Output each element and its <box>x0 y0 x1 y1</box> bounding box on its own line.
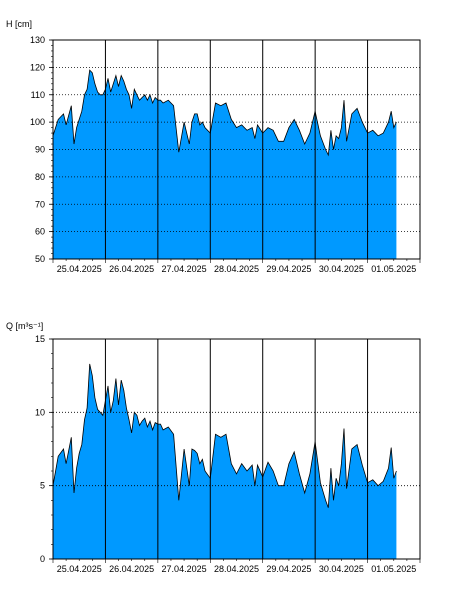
x-tick-label: 29.04.2025 <box>266 564 311 574</box>
y-tick-label: 70 <box>35 199 45 209</box>
y-axis-title: H [cm] <box>6 19 32 29</box>
y-tick-label: 60 <box>35 227 45 237</box>
x-tick-label: 01.05.2025 <box>371 564 416 574</box>
x-tick-label: 01.05.2025 <box>371 264 416 274</box>
y-tick-label: 50 <box>35 254 45 264</box>
plot-frame <box>52 338 421 560</box>
discharge-chart: Q [m³s⁻¹] 0 5 10 15 25.04.2025 26.04.2025 27.0… <box>6 321 421 574</box>
y-tick-label: 120 <box>30 62 45 72</box>
y-tick-label: 100 <box>30 117 45 127</box>
y-axis-title: Q [m³s⁻¹] <box>6 321 43 331</box>
y-tick-label: 110 <box>31 90 45 100</box>
x-tick-label: 28.04.2025 <box>214 264 259 274</box>
y-tick-label: 5 <box>40 481 45 491</box>
series-line <box>52 363 397 508</box>
series-area <box>53 363 397 559</box>
y-tick-label: 0 <box>40 554 45 564</box>
x-tick-label: 25.04.2025 <box>57 564 102 574</box>
plot-area: 0 5 10 15 25.04.2025 26.04.2025 27.04.2025 28.0… <box>35 334 421 574</box>
y-tick-label: 15 <box>35 334 45 344</box>
x-tick-label: 30.04.2025 <box>319 264 364 274</box>
water-level-chart: H [cm] 50 60 70 80 90 100 110 120 130 25.04.2025 2… <box>6 19 421 274</box>
y-tick-label: 80 <box>35 172 45 182</box>
plot-frame <box>52 39 421 260</box>
y-tick-label: 130 <box>30 35 45 45</box>
x-tick-label: 27.04.2025 <box>162 264 207 274</box>
y-tick-label: 90 <box>35 145 45 155</box>
x-tick-label: 30.04.2025 <box>319 564 364 574</box>
x-tick-label: 29.04.2025 <box>266 264 311 274</box>
plot-area: 50 60 70 80 90 100 110 120 130 25.04.2025 26.04.20… <box>30 35 421 274</box>
y-tick-label: 10 <box>35 407 45 417</box>
x-tick-label: 26.04.2025 <box>109 564 154 574</box>
x-tick-label: 26.04.2025 <box>109 264 154 274</box>
series-area <box>53 70 397 259</box>
x-tick-label: 25.04.2025 <box>57 264 102 274</box>
x-tick-label: 28.04.2025 <box>214 564 259 574</box>
x-tick-label: 27.04.2025 <box>162 564 207 574</box>
